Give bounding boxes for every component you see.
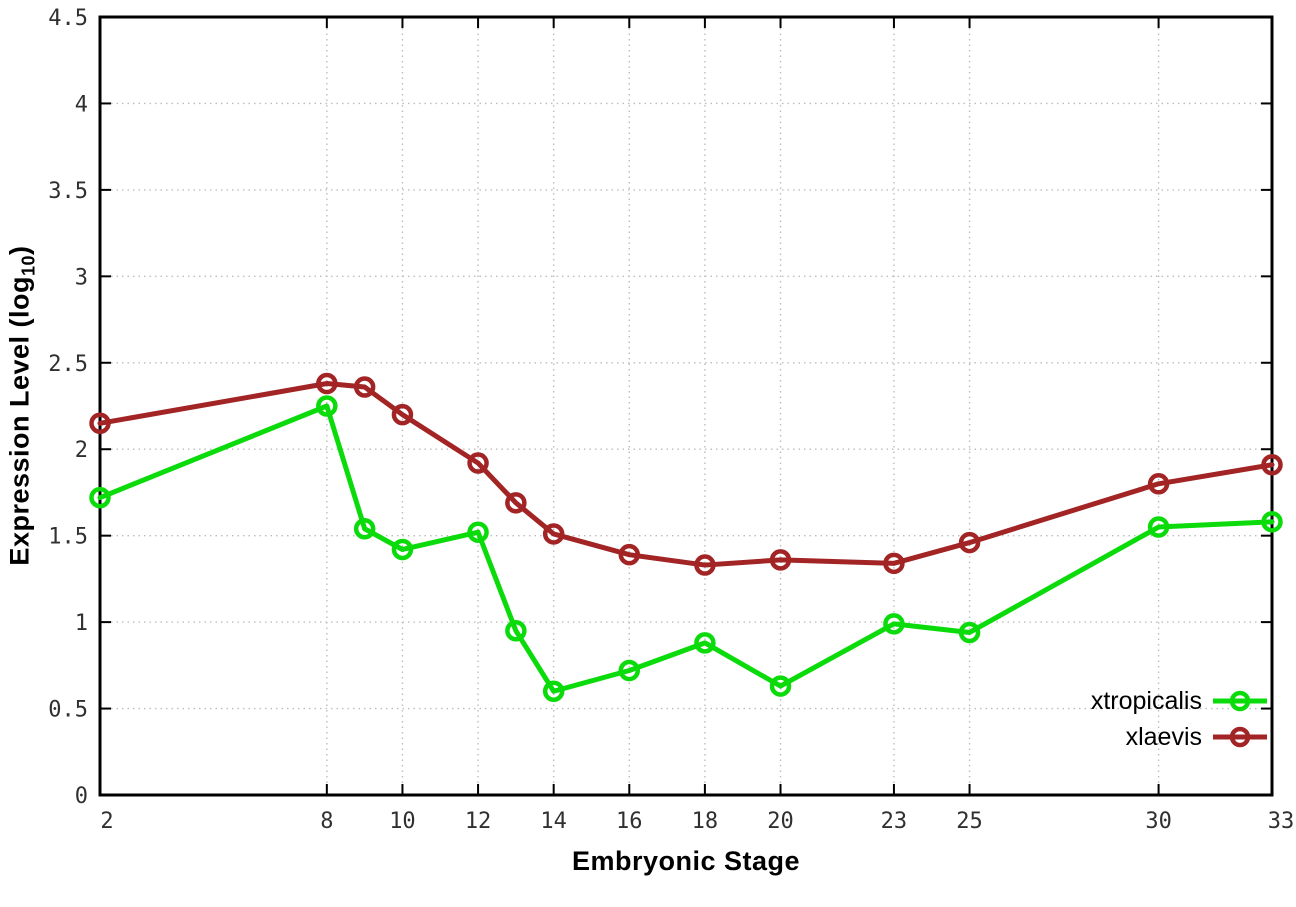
y-tick-label: 3	[75, 265, 88, 290]
y-tick-label: 1.5	[48, 525, 88, 550]
x-tick-label: 12	[465, 809, 492, 834]
x-tick-label: 25	[956, 809, 983, 834]
data-point-marker	[467, 452, 489, 474]
data-point-marker	[1261, 511, 1283, 533]
data-point-marker	[618, 659, 641, 682]
y-tick-label: 3.5	[48, 179, 88, 204]
grid-lines	[100, 17, 1272, 795]
data-point-marker	[89, 412, 111, 435]
x-tick-label: 10	[389, 809, 416, 834]
plot-border	[98, 15, 1274, 797]
x-tick-label: 14	[540, 809, 567, 834]
data-point-marker	[958, 531, 981, 554]
x-tick-label: 20	[767, 809, 794, 834]
legend-sample-marker	[1229, 690, 1251, 712]
data-point-marker	[316, 395, 338, 417]
x-axis-title: Embryonic Stage	[571, 846, 801, 876]
data-point-marker	[694, 632, 716, 654]
data-point-marker	[391, 403, 414, 426]
y-tick-label: 4.5	[48, 6, 88, 31]
y-tick-label: 2.5	[48, 352, 88, 377]
data-point-marker	[694, 554, 716, 576]
chart-legend: xtropicalis xlaevis	[1091, 683, 1268, 755]
legend-entry-xlaevis: xlaevis	[1091, 719, 1268, 755]
data-point-marker	[1147, 473, 1170, 495]
legend-label: xlaevis	[1125, 722, 1202, 751]
data-point-marker	[883, 552, 905, 575]
data-point-marker	[769, 549, 792, 571]
x-tick-label: 2	[100, 809, 113, 834]
x-tick-label: 23	[881, 809, 908, 834]
legend-sample-xtropicalis	[1213, 690, 1267, 712]
data-point-marker	[769, 675, 792, 697]
data-point-marker	[89, 486, 111, 509]
series-xlaevis	[89, 372, 1283, 576]
x-tick-label: 30	[1145, 809, 1172, 834]
data-point-marker	[618, 543, 641, 566]
x-tick-label: 8	[320, 809, 333, 834]
data-point-marker	[316, 372, 338, 395]
y-axis-title-suffix: )	[4, 245, 35, 255]
series-line-xlaevis	[97, 381, 1275, 568]
data-point-marker	[542, 523, 565, 545]
y-tick-label: 4	[75, 92, 88, 117]
data-point-marker	[542, 680, 565, 703]
axis-ticks	[99, 16, 1273, 796]
data-point-marker	[353, 518, 376, 540]
y-axis-title-text: Expression Level (log	[4, 275, 35, 566]
legend-entry-xtropicalis: xtropicalis	[1091, 683, 1268, 719]
data-point-marker	[353, 376, 376, 398]
y-tick-label: 1	[75, 611, 88, 636]
legend-label: xtropicalis	[1090, 686, 1202, 715]
x-tick-label: 33	[1268, 809, 1295, 834]
x-tick-label: 18	[692, 809, 719, 834]
series-xtropicalis	[89, 395, 1283, 703]
data-point-marker	[1261, 454, 1283, 476]
y-axis-title: Expression Level (log10)	[5, 156, 40, 656]
y-axis-title-subscript: 10	[18, 254, 39, 276]
data-point-marker	[958, 621, 981, 644]
tick-labels: 2 8 10 12 14 16 18 20 23 25 30 33 0 0.5 1 1.5 2 2.5 3 3.5 4 4…	[48, 6, 1294, 834]
x-tick-label: 16	[616, 809, 643, 834]
data-point-marker	[505, 620, 527, 642]
y-tick-label: 2	[75, 438, 88, 463]
data-point-marker	[1147, 516, 1170, 538]
y-tick-label: 0.5	[48, 698, 88, 723]
legend-sample-xlaevis	[1213, 726, 1267, 748]
y-tick-label: 0	[75, 784, 88, 809]
legend-sample-marker	[1229, 726, 1251, 748]
data-point-marker	[391, 538, 414, 561]
data-point-marker	[467, 521, 489, 543]
data-point-marker	[505, 492, 527, 514]
data-point-marker	[883, 613, 905, 635]
